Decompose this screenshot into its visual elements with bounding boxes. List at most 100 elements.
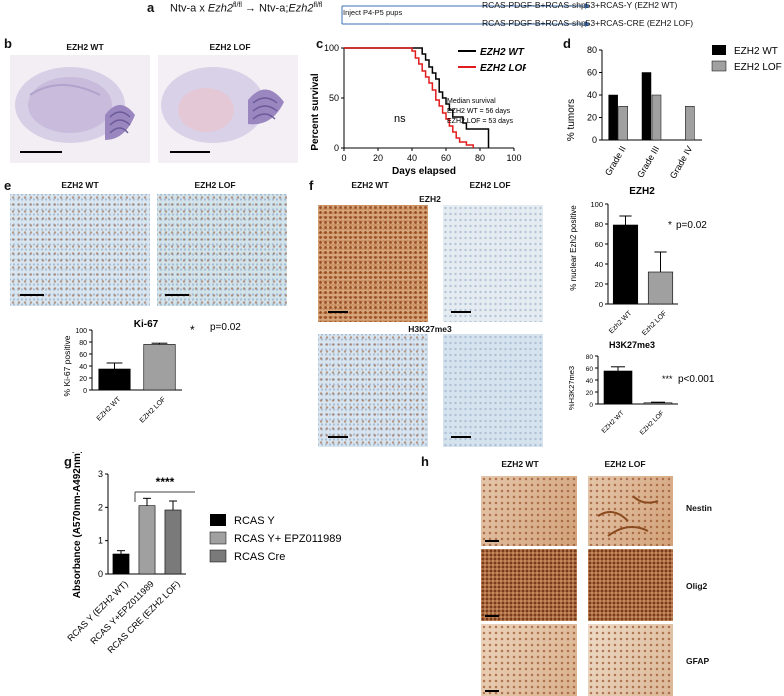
c-legend: EZH2 WT (n=16) EZH2 LOF (n=31) (458, 47, 526, 74)
f2-ytick-label: 80 (586, 354, 594, 361)
d-category-label: Grade IV (668, 144, 695, 180)
f2-ytick-label: 0 (589, 402, 593, 409)
f2-title: H3K27me3 (609, 340, 655, 350)
inject-label: Inject P4-P5 pups (343, 8, 403, 17)
f2-ytick-label: 40 (586, 378, 594, 385)
panel-label-c: c (316, 36, 324, 51)
c-xtick-label: 0 (341, 153, 346, 163)
f1-ylabel: % nuclear Ezh2 positive (569, 205, 578, 291)
gfap-image-lof (588, 624, 673, 696)
g-ytick-label: 2 (98, 502, 103, 512)
c-series-line-0 (344, 47, 490, 148)
f-row-h3k27me3: H3K27me3 (408, 324, 452, 334)
g-bar (138, 505, 156, 575)
c-xtick-label: 80 (475, 153, 485, 163)
brain-section-lof (158, 55, 298, 163)
d-ytick-label: 40 (587, 90, 597, 100)
g-sig: **** (156, 475, 175, 489)
ezh2-image-wt (318, 205, 428, 322)
allele-sup-2: fl/fl (313, 2, 323, 9)
d-legend-lof: EZH2 LOF (734, 62, 782, 73)
g-ytick-label: 0 (98, 569, 103, 579)
grade-chart: % tumors 0 20 40 60 80 Grade II Grade III Grad… (566, 45, 782, 180)
f1-ytick-label: 100 (590, 200, 603, 209)
panel-label-g: g (64, 454, 72, 469)
h-label-lof: EZH2 LOF (604, 459, 646, 469)
panel-label-e: e (4, 178, 12, 193)
g-ytick-label: 1 (98, 536, 103, 546)
ezh2-image-lof (443, 205, 543, 322)
olig2-image-lof (588, 549, 673, 621)
f1-ytick-label: 20 (595, 280, 603, 289)
ki67-chart: Ki-67 % Ki-67 positive 0 20 40 60 80 100 EZH2… (62, 319, 241, 425)
cross-suffix: Ntv-a; (256, 2, 289, 15)
g-significance: **** (134, 475, 195, 502)
c-ns: ns (394, 113, 406, 125)
cohort-lof-line: RCAS-PDGF-B+RCAS-shp53+RCAS-CRE (EZH2 LO… (482, 18, 694, 28)
e-ytick-label: 20 (79, 376, 87, 383)
c-xlabel: Days elapsed (392, 166, 456, 177)
panel-label-b: b (4, 36, 12, 51)
panel-label-f: f (309, 178, 314, 193)
e-title: Ki-67 (134, 319, 159, 330)
c-median-lof: EZH2 LOF = 53 days (447, 118, 513, 125)
d-ylabel: % tumors (566, 99, 577, 141)
c-ytick-label: 100 (324, 43, 339, 53)
f1-bar (647, 271, 674, 305)
e-label-lof: EZH2 LOF (194, 180, 236, 190)
c-median-title: Median survival (447, 98, 496, 105)
f-label-lof: EZH2 LOF (469, 180, 511, 190)
d-ytick-label: 20 (587, 113, 597, 123)
g-legend: RCAS Y RCAS Y+ EPZ011989 RCAS Cre (209, 514, 342, 563)
f1-ytick-label: 0 (599, 300, 603, 309)
c-ylabel: Percent survival (310, 73, 321, 150)
d-bar (641, 72, 652, 141)
f1-category-label: Ezh2 WT (608, 309, 634, 335)
f1-p: p=0.02 (676, 220, 707, 231)
c-ytick-label: 0 (334, 143, 339, 153)
c-xtick-label: 40 (407, 153, 417, 163)
e-ytick-label: 60 (79, 352, 87, 359)
e-ylabel: % Ki-67 positive (62, 335, 72, 396)
c-legend-wt: EZH2 WT (n=16) (480, 47, 526, 58)
f2-ylabel: %H3K27me3 (567, 366, 576, 410)
panel-label-a: a (147, 0, 155, 15)
f2-bar (603, 370, 633, 405)
olig2-image-wt (481, 549, 577, 621)
h-row-olig2: Olig2 (686, 581, 708, 591)
f-row-ezh2: EZH2 (419, 194, 441, 204)
c-series-line-1 (344, 47, 474, 148)
f2-ytick-label: 60 (586, 366, 594, 373)
e-ytick-label: 100 (75, 328, 87, 335)
gene-name: Ezh2 (207, 2, 233, 15)
f2-category-label: EZH2 WT (601, 410, 626, 435)
f-label-wt: EZH2 WT (351, 180, 389, 190)
h3k27me3-chart: H3K27me3 %H3K27me3 0 20 40 60 80 EZH2 WT EZH2… (567, 340, 715, 437)
f1-title: EZH2 (629, 186, 655, 197)
c-legend-lof: EZH2 LOF (n=31) (480, 63, 526, 74)
ezh2-chart: EZH2 % nuclear Ezh2 positive 0 20 40 60 80 10… (569, 186, 707, 336)
c-xtick-label: 60 (441, 153, 451, 163)
d-bar (608, 94, 618, 141)
g-ylabel: Absorbance (A570nm-A492nm) (72, 452, 83, 598)
f2-ytick-label: 20 (586, 390, 594, 397)
d-category-label: Grade III (635, 144, 661, 179)
f1-category-label: Ezh2 LOF (641, 310, 668, 336)
f2-p: p<0.001 (678, 374, 715, 385)
h3k27me3-image-lof (443, 334, 543, 447)
panel-label-d: d (563, 36, 571, 51)
allele-sup: fl/fl (232, 2, 242, 9)
injection-arrows (341, 3, 590, 27)
c-xtick-label: 20 (373, 153, 383, 163)
d-bar (651, 94, 662, 141)
f1-ytick-label: 80 (595, 220, 603, 229)
brain-section-wt (10, 55, 150, 163)
g-legend-3: RCAS Cre (234, 551, 285, 563)
g-legend-2: RCAS Y+ EPZ011989 (234, 533, 342, 545)
h-label-wt: EZH2 WT (501, 459, 539, 469)
g-legend-1: RCAS Y (234, 515, 275, 527)
f2-category-label: EZH2 LOF (639, 410, 666, 437)
h3k27me3-image-wt (318, 334, 428, 447)
c-ytick-label: 50 (329, 93, 339, 103)
